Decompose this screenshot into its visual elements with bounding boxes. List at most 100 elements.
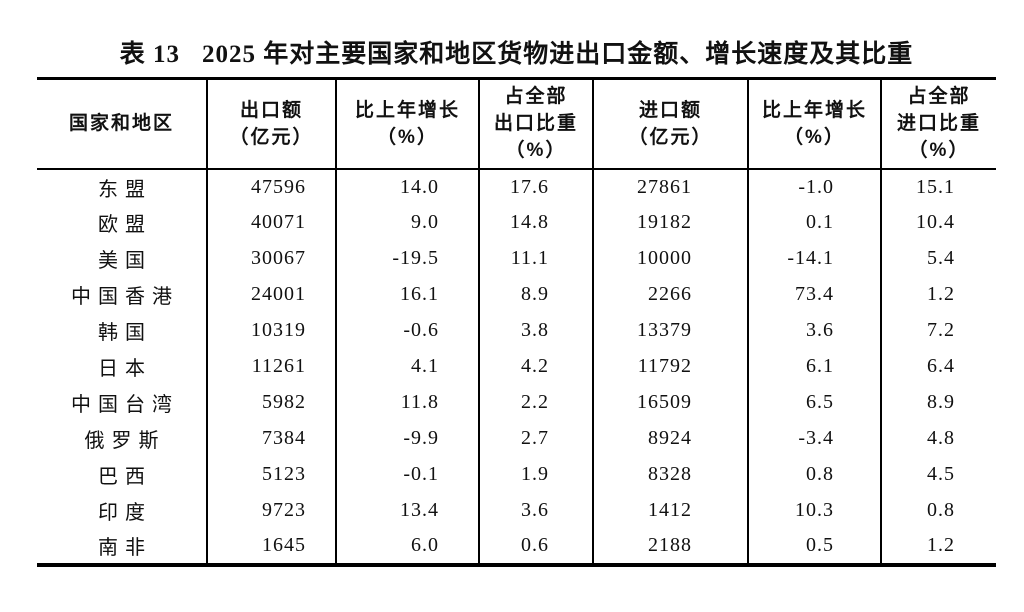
cell-import-value: 8924 bbox=[592, 420, 748, 457]
table-title-text: 2025 年对主要国家和地区货物进出口金额、增长速度及其比重 bbox=[202, 41, 914, 68]
header-line: （亿元） bbox=[229, 126, 314, 148]
header-line: （%） bbox=[505, 140, 567, 162]
col-header-import-growth: 比上年增长 （%） bbox=[747, 78, 881, 170]
table-row: 东盟 47596 14.0 17.6 27861 -1.0 15.1 bbox=[37, 168, 996, 205]
trade-table: 国家和地区 出口额 （亿元） 比上年增长 （%） 占全部 出口比重 （%） 进口… bbox=[37, 77, 996, 567]
cell-import-growth: -1.0 bbox=[747, 168, 881, 205]
cell-import-share: 10.4 bbox=[880, 204, 996, 241]
cell-export-value: 24001 bbox=[206, 276, 336, 313]
cell-region: 韩国 bbox=[98, 322, 152, 344]
header-line: 进口比重 bbox=[896, 113, 981, 135]
cell-export-share: 8.9 bbox=[478, 276, 593, 313]
col-header-export-value: 出口额 （亿元） bbox=[206, 78, 336, 170]
cell-import-growth: 6.5 bbox=[747, 384, 881, 421]
cell-import-value: 2266 bbox=[592, 276, 748, 313]
cell-export-share: 2.7 bbox=[478, 420, 593, 457]
header-line: 进口额 bbox=[638, 99, 702, 121]
cell-import-growth: 6.1 bbox=[747, 348, 881, 385]
cell-export-share: 11.1 bbox=[478, 240, 593, 277]
cell-import-value: 8328 bbox=[592, 456, 748, 493]
cell-export-growth: 13.4 bbox=[335, 492, 479, 529]
cell-export-share: 2.2 bbox=[478, 384, 593, 421]
table-title: 表 13 2025 年对主要国家和地区货物进出口金额、增长速度及其比重 bbox=[37, 40, 996, 70]
cell-import-growth: -14.1 bbox=[747, 240, 881, 277]
cell-region: 中国香港 bbox=[71, 286, 179, 308]
cell-export-share: 14.8 bbox=[478, 204, 593, 241]
cell-import-share: 5.4 bbox=[880, 240, 996, 277]
cell-export-value: 7384 bbox=[206, 420, 336, 457]
cell-export-value: 5123 bbox=[206, 456, 336, 493]
header-line: 占全部 bbox=[907, 86, 971, 108]
cell-export-growth: 4.1 bbox=[335, 348, 479, 385]
cell-export-value: 30067 bbox=[206, 240, 336, 277]
header-line: 出口比重 bbox=[493, 113, 578, 135]
cell-export-growth: 16.1 bbox=[335, 276, 479, 313]
cell-import-value: 27861 bbox=[592, 168, 748, 205]
cell-import-share: 15.1 bbox=[880, 168, 996, 205]
cell-export-share: 0.6 bbox=[478, 528, 593, 565]
cell-import-growth: 0.8 bbox=[747, 456, 881, 493]
cell-import-share: 1.2 bbox=[880, 528, 996, 565]
header-line: 占全部 bbox=[504, 86, 568, 108]
header-line: （%） bbox=[784, 126, 845, 148]
header-line: （%） bbox=[377, 126, 438, 148]
cell-export-share: 3.8 bbox=[478, 312, 593, 349]
cell-import-value: 2188 bbox=[592, 528, 748, 565]
cell-import-value: 10000 bbox=[592, 240, 748, 277]
header-line: 出口额 bbox=[239, 99, 303, 121]
cell-export-growth: -19.5 bbox=[335, 240, 479, 277]
cell-import-value: 1412 bbox=[592, 492, 748, 529]
table-row: 欧盟 40071 9.0 14.8 19182 0.1 10.4 bbox=[37, 204, 996, 241]
table-row: 中国香港 24001 16.1 8.9 2266 73.4 1.2 bbox=[37, 276, 996, 313]
cell-export-share: 17.6 bbox=[478, 168, 593, 205]
col-header-import-share: 占全部 进口比重 （%） bbox=[880, 78, 996, 170]
header-line: 国家和地区 bbox=[68, 113, 174, 135]
table-row: 印度 9723 13.4 3.6 1412 10.3 0.8 bbox=[37, 492, 996, 529]
cell-export-value: 5982 bbox=[206, 384, 336, 421]
cell-import-share: 6.4 bbox=[880, 348, 996, 385]
cell-region: 巴西 bbox=[98, 466, 152, 488]
header-row: 国家和地区 出口额 （亿元） 比上年增长 （%） 占全部 出口比重 （%） 进口… bbox=[37, 78, 996, 170]
cell-region: 美国 bbox=[98, 250, 152, 272]
col-header-export-share: 占全部 出口比重 （%） bbox=[478, 78, 593, 170]
cell-import-growth: 73.4 bbox=[747, 276, 881, 313]
cell-import-share: 0.8 bbox=[880, 492, 996, 529]
header-line: 比上年增长 bbox=[761, 99, 867, 121]
cell-import-growth: 10.3 bbox=[747, 492, 881, 529]
cell-export-growth: 11.8 bbox=[335, 384, 479, 421]
col-header-region: 国家和地区 bbox=[37, 78, 207, 170]
cell-import-share: 4.8 bbox=[880, 420, 996, 457]
cell-export-share: 1.9 bbox=[478, 456, 593, 493]
cell-export-share: 3.6 bbox=[478, 492, 593, 529]
table-row: 日本 11261 4.1 4.2 11792 6.1 6.4 bbox=[37, 348, 996, 385]
cell-import-growth: -3.4 bbox=[747, 420, 881, 457]
col-header-import-value: 进口额 （亿元） bbox=[592, 78, 748, 170]
cell-import-share: 8.9 bbox=[880, 384, 996, 421]
cell-region: 俄罗斯 bbox=[84, 430, 166, 452]
cell-export-growth: 14.0 bbox=[335, 168, 479, 205]
cell-export-growth: 9.0 bbox=[335, 204, 479, 241]
table-row: 中国台湾 5982 11.8 2.2 16509 6.5 8.9 bbox=[37, 384, 996, 421]
cell-export-growth: -0.1 bbox=[335, 456, 479, 493]
cell-region: 东盟 bbox=[98, 178, 152, 201]
cell-region: 中国台湾 bbox=[71, 394, 179, 416]
table-row: 南非 1645 6.0 0.6 2188 0.5 1.2 bbox=[37, 528, 996, 565]
cell-region: 印度 bbox=[98, 502, 152, 524]
header-line: （%） bbox=[908, 140, 970, 162]
table-row: 俄罗斯 7384 -9.9 2.7 8924 -3.4 4.8 bbox=[37, 420, 996, 457]
cell-import-growth: 0.1 bbox=[747, 204, 881, 241]
cell-export-value: 11261 bbox=[206, 348, 336, 385]
cell-export-share: 4.2 bbox=[478, 348, 593, 385]
cell-import-share: 7.2 bbox=[880, 312, 996, 349]
cell-region: 日本 bbox=[98, 358, 152, 380]
cell-export-value: 47596 bbox=[206, 168, 336, 205]
header-line: 比上年增长 bbox=[354, 99, 460, 121]
cell-export-growth: -0.6 bbox=[335, 312, 479, 349]
col-header-export-growth: 比上年增长 （%） bbox=[335, 78, 479, 170]
table-row: 韩国 10319 -0.6 3.8 13379 3.6 7.2 bbox=[37, 312, 996, 349]
cell-export-growth: 6.0 bbox=[335, 528, 479, 565]
table-row: 美国 30067 -19.5 11.1 10000 -14.1 5.4 bbox=[37, 240, 996, 277]
cell-export-value: 1645 bbox=[206, 528, 336, 565]
cell-import-growth: 3.6 bbox=[747, 312, 881, 349]
cell-import-share: 4.5 bbox=[880, 456, 996, 493]
